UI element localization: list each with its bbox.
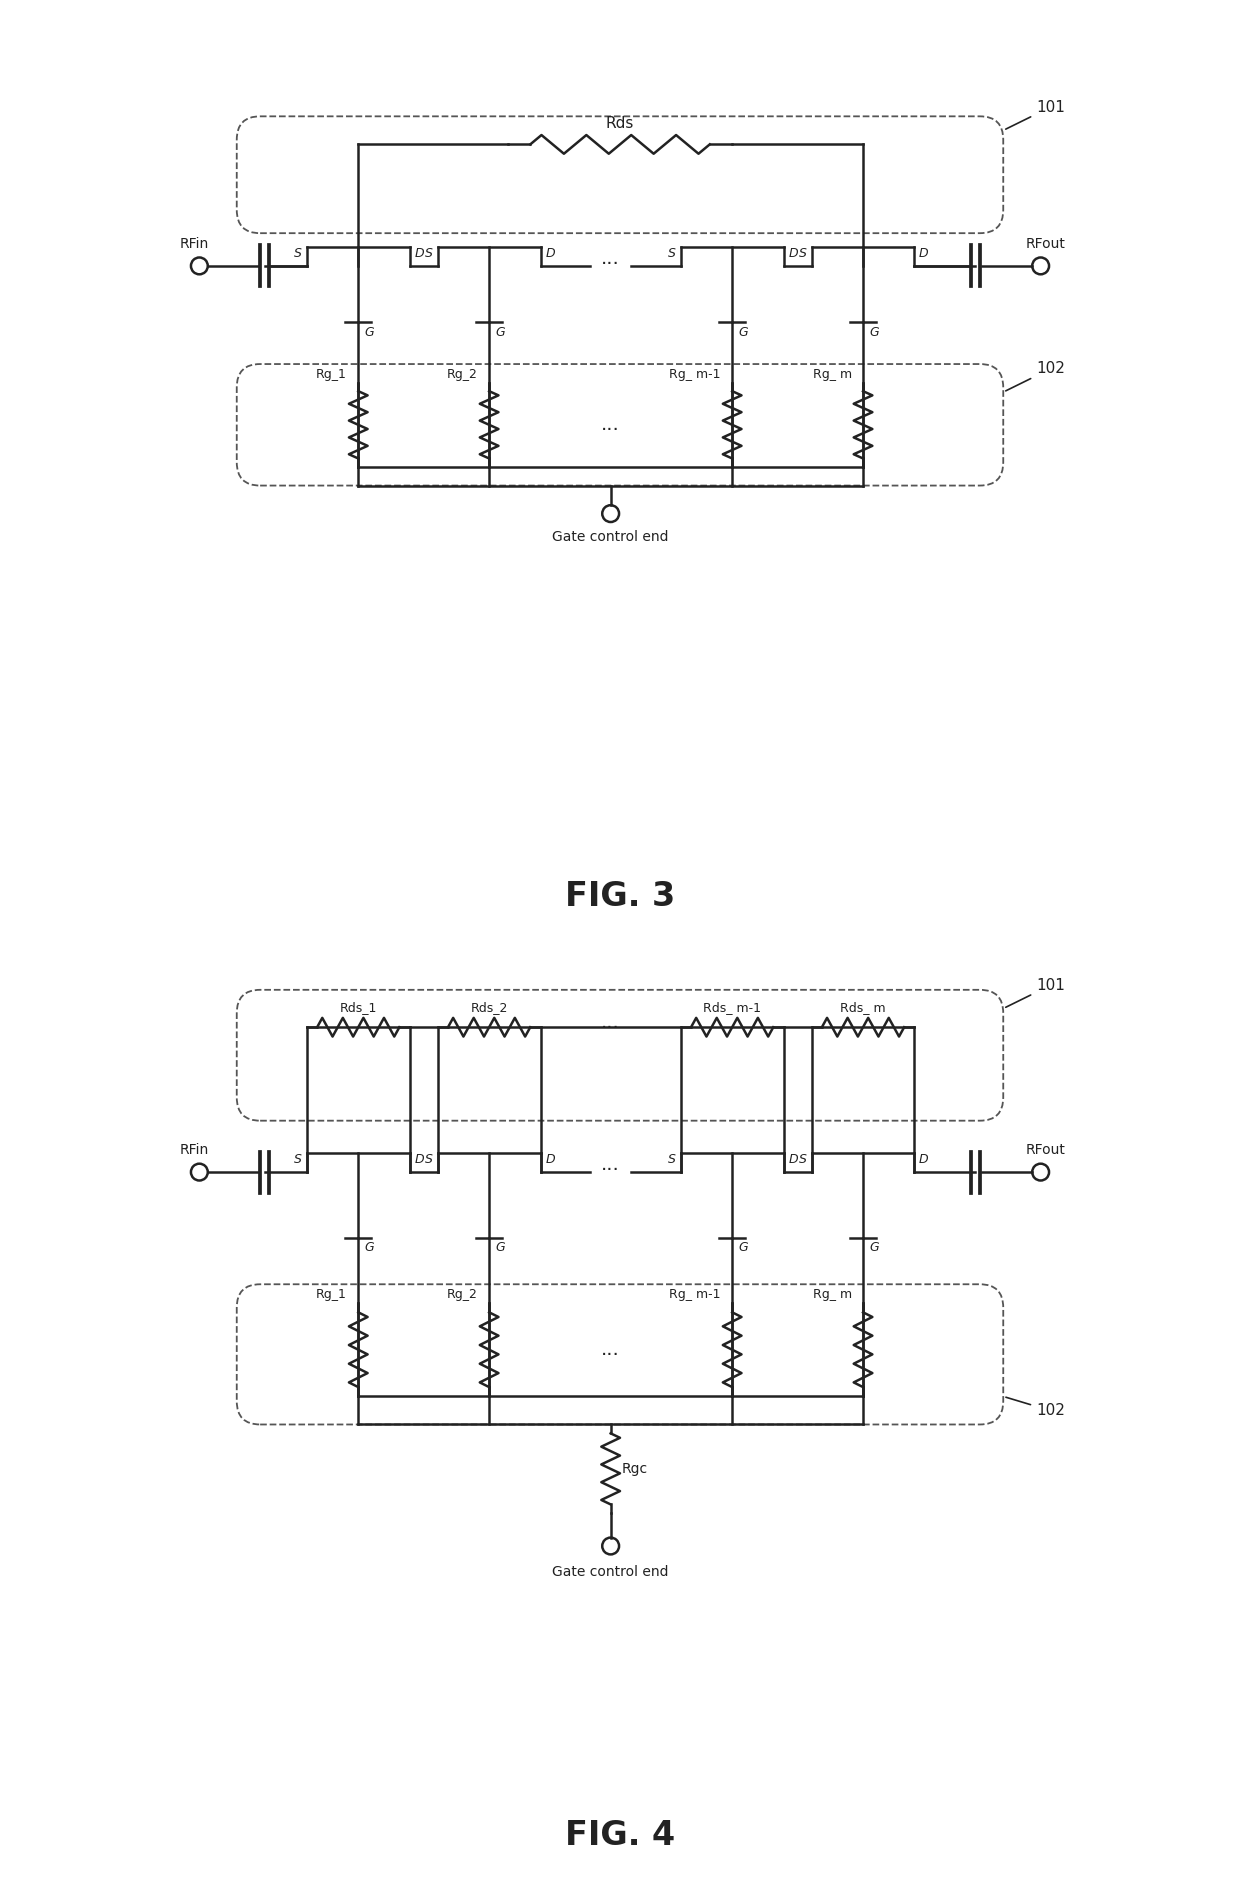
Text: Rg_1: Rg_1 xyxy=(316,367,347,380)
Text: G: G xyxy=(869,326,879,339)
Text: D: D xyxy=(414,247,424,260)
Text: FIG. 4: FIG. 4 xyxy=(565,1820,675,1852)
Text: D: D xyxy=(919,1154,929,1167)
Text: D: D xyxy=(789,1154,797,1167)
Text: G: G xyxy=(365,326,374,339)
Text: ...: ... xyxy=(601,1013,620,1031)
Text: Rds_2: Rds_2 xyxy=(470,1001,508,1014)
Text: G: G xyxy=(496,1242,506,1253)
Text: D: D xyxy=(546,1154,554,1167)
Text: D: D xyxy=(546,247,554,260)
Text: Rds_1: Rds_1 xyxy=(340,1001,377,1014)
Text: Rgc: Rgc xyxy=(622,1462,649,1475)
Text: D: D xyxy=(414,1154,424,1167)
Text: D: D xyxy=(919,247,929,260)
Text: ...: ... xyxy=(601,416,620,435)
Text: S: S xyxy=(799,1154,807,1167)
Text: 102: 102 xyxy=(1006,1396,1065,1419)
Text: Rg_ m-1: Rg_ m-1 xyxy=(670,1287,720,1300)
Text: S: S xyxy=(425,1154,433,1167)
Text: 102: 102 xyxy=(1006,361,1065,391)
Text: RFin: RFin xyxy=(180,237,210,250)
Text: Rg_ m: Rg_ m xyxy=(812,1287,852,1300)
Text: S: S xyxy=(668,1154,676,1167)
Text: S: S xyxy=(425,247,433,260)
Text: FIG. 3: FIG. 3 xyxy=(565,881,675,913)
Text: G: G xyxy=(496,326,506,339)
Text: ...: ... xyxy=(601,1156,620,1174)
Text: RFout: RFout xyxy=(1025,237,1065,250)
Text: Rds_ m: Rds_ m xyxy=(841,1001,885,1014)
Text: Rg_ m-1: Rg_ m-1 xyxy=(670,367,720,380)
Text: G: G xyxy=(739,326,748,339)
Text: S: S xyxy=(294,247,303,260)
Text: Gate control end: Gate control end xyxy=(552,531,668,544)
Text: D: D xyxy=(789,247,797,260)
Text: ...: ... xyxy=(601,248,620,267)
Text: Rg_2: Rg_2 xyxy=(448,367,477,380)
Text: Rg_1: Rg_1 xyxy=(316,1287,347,1300)
Text: G: G xyxy=(739,1242,748,1253)
Text: RFout: RFout xyxy=(1025,1142,1065,1157)
Text: Rg_2: Rg_2 xyxy=(448,1287,477,1300)
Text: 101: 101 xyxy=(1006,979,1065,1007)
Text: S: S xyxy=(668,247,676,260)
Text: Gate control end: Gate control end xyxy=(552,1564,668,1579)
Text: RFin: RFin xyxy=(180,1142,210,1157)
Text: Rds: Rds xyxy=(606,117,634,132)
Text: S: S xyxy=(294,1154,303,1167)
Text: Rg_ m: Rg_ m xyxy=(812,367,852,380)
Text: 101: 101 xyxy=(1006,100,1065,130)
Text: Rds_ m-1: Rds_ m-1 xyxy=(703,1001,761,1014)
Text: ...: ... xyxy=(601,1340,620,1359)
Text: G: G xyxy=(869,1242,879,1253)
Text: G: G xyxy=(365,1242,374,1253)
Text: S: S xyxy=(799,247,807,260)
